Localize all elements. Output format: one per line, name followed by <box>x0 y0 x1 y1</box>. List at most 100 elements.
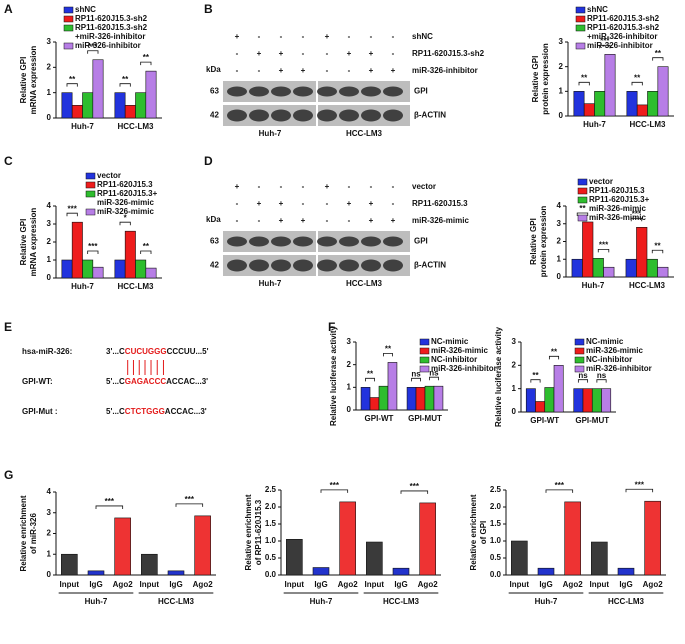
band-label: β-ACTIN <box>414 261 446 270</box>
bar <box>544 387 555 413</box>
y-tick-label: 1.5 <box>490 519 502 528</box>
treatment-sign: - <box>236 66 239 75</box>
y-tick-label: 0.5 <box>490 553 502 562</box>
legend-swatch <box>85 172 96 180</box>
significance-bracket <box>651 249 664 254</box>
treatment-label: miR-326-inhibitor <box>412 66 478 75</box>
treatment-sign: - <box>302 32 305 41</box>
significance-label: ns <box>597 371 607 380</box>
x-tick-label: GPI-WT <box>365 414 394 423</box>
y-tick-label: 2.0 <box>265 502 277 511</box>
panel-label: E <box>4 320 12 334</box>
band-label: β-ACTIN <box>414 111 446 120</box>
bar <box>594 91 606 117</box>
band-label: GPI <box>414 237 428 246</box>
bar <box>657 266 669 278</box>
x-tick-label: HCC-LM3 <box>630 120 667 129</box>
y-tick-label: 3 <box>347 337 352 346</box>
legend-label: miR-326-inhibitor <box>431 364 497 373</box>
y-axis-label: Relative enrichment <box>19 495 28 571</box>
treatment-sign: + <box>325 32 330 41</box>
blot-band <box>227 86 247 97</box>
blot-band <box>317 259 337 272</box>
y-axis-label: mRNA expression <box>29 208 38 277</box>
legend-label: vector <box>589 177 613 186</box>
bar <box>582 388 593 413</box>
sequence-core: GAGACCC <box>125 377 167 386</box>
blot-band <box>249 86 269 97</box>
bar <box>387 362 398 411</box>
group-label: Huh-7 <box>535 597 558 606</box>
bar <box>433 385 444 411</box>
bar <box>535 401 546 413</box>
treatment-sign: - <box>280 32 283 41</box>
bar <box>644 500 661 576</box>
y-tick-label: 0 <box>47 113 52 122</box>
significance-bracket <box>530 379 541 383</box>
y-tick-label: 1 <box>512 384 517 393</box>
group-label: Huh-7 <box>85 597 108 606</box>
bar <box>573 91 585 117</box>
y-tick-label: 2.0 <box>490 502 502 511</box>
significance-bracket <box>400 490 429 494</box>
y-tick-label: 3 <box>47 37 52 46</box>
significance-label: *** <box>88 242 98 251</box>
cell-label: Huh-7 <box>259 279 282 288</box>
treatment-sign: - <box>258 216 261 225</box>
panel-label: G <box>4 468 13 482</box>
treatment-label: shNC <box>412 32 433 41</box>
treatment-sign: + <box>369 216 374 225</box>
blot-band <box>293 259 313 272</box>
legend-swatch <box>63 24 74 32</box>
bar <box>141 553 158 576</box>
legend-label: miR-326-mimic <box>431 346 488 355</box>
y-axis-label: Relative GPI <box>531 56 540 103</box>
blot-band <box>339 236 359 247</box>
sequence: 3'...CCUCUGGGCCCUU...5' <box>106 347 209 356</box>
legend-swatch <box>419 338 430 346</box>
bar <box>378 385 389 411</box>
x-tick-label: GPI-MUT <box>408 414 442 423</box>
bar <box>61 259 73 279</box>
significance-label: ** <box>385 345 392 354</box>
significance-label: *** <box>105 497 115 506</box>
treatment-sign: - <box>326 49 329 58</box>
kda-value: 42 <box>210 111 219 120</box>
bar <box>525 388 536 413</box>
y-tick-label: 3 <box>47 508 52 517</box>
significance-bracket <box>87 50 99 54</box>
bar <box>71 105 83 119</box>
y-tick-label: 0 <box>512 407 517 416</box>
x-tick-label: IgG <box>169 580 182 589</box>
band-label: GPI <box>414 87 428 96</box>
treatment-sign: - <box>236 49 239 58</box>
bar <box>591 541 608 576</box>
legend-swatch <box>574 365 585 373</box>
treatment-sign: - <box>236 199 239 208</box>
bar <box>415 387 426 411</box>
bar <box>124 105 136 119</box>
significance-bracket <box>429 376 439 381</box>
legend-label: RP11-620J15.3+ miR-326-mimic <box>97 189 158 207</box>
sequence-core: CUCUGGG <box>125 347 167 356</box>
group-label: HCC-LM3 <box>158 597 195 606</box>
legend-swatch <box>63 42 74 50</box>
treatment-sign: - <box>236 216 239 225</box>
legend-swatch <box>577 214 588 222</box>
x-tick-label: GPI-WT <box>530 416 559 425</box>
y-tick-label: 0 <box>347 405 352 414</box>
x-tick-label: IgG <box>394 580 407 589</box>
legend-swatch <box>574 338 585 346</box>
treatment-sign: + <box>279 199 284 208</box>
treatment-sign: - <box>326 216 329 225</box>
significance-bracket <box>320 489 349 493</box>
x-tick-label: Input <box>590 580 610 589</box>
blot-band <box>271 236 291 247</box>
blot-band <box>383 259 403 272</box>
bar <box>92 266 104 279</box>
treatment-sign: - <box>326 66 329 75</box>
significance-label: *** <box>632 209 642 218</box>
panel-label: F <box>328 320 335 334</box>
legend-label: shNC <box>75 5 96 14</box>
bar <box>312 567 330 576</box>
